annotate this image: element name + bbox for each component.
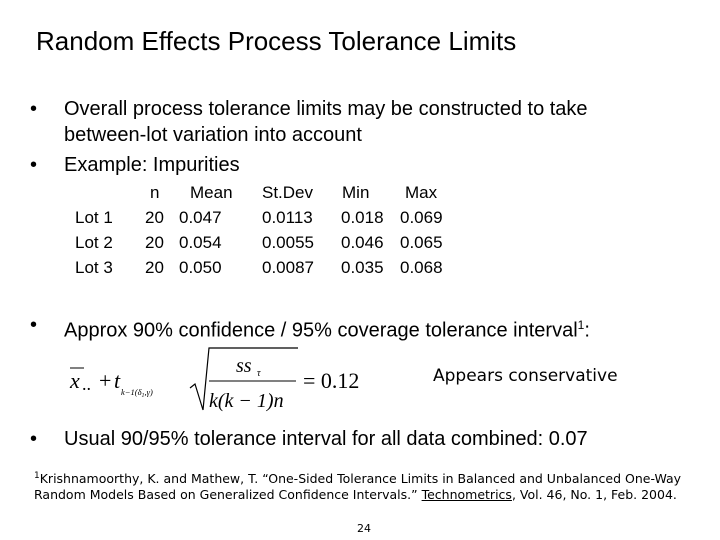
table-cell-n: 20 — [145, 208, 164, 227]
bullet-text: Usual 90/95% tolerance interval for all … — [64, 428, 588, 450]
table-cell-n: 20 — [145, 258, 164, 277]
table-row-label: Lot 3 — [75, 258, 113, 277]
bullet-text: Approx 90% confidence / 95% coverage tol… — [64, 312, 590, 344]
footnote-marker: 1 — [34, 471, 40, 481]
plus-sign: + — [99, 368, 111, 393]
bullet-marker: • — [30, 428, 38, 450]
table-cell-min: 0.035 — [341, 258, 384, 277]
table-cell-mean: 0.050 — [179, 258, 222, 277]
table-header-min: Min — [342, 183, 370, 202]
table-header-n: n — [150, 183, 160, 202]
table-cell-stdev: 0.0113 — [262, 208, 313, 227]
bullet-text: Example: Impurities — [64, 154, 240, 176]
table-cell-stdev: 0.0055 — [262, 233, 314, 252]
formula-result: = 0.12 — [303, 368, 359, 393]
xbar-symbol: x — [69, 368, 80, 393]
table-row-label: Lot 1 — [75, 208, 113, 227]
footnote-text-after: , Vol. 46, No. 1, Feb. 2004. — [511, 487, 677, 503]
footnote-journal: Technometrics — [421, 487, 512, 503]
table-row-label: Lot 2 — [75, 233, 113, 252]
table-cell-mean: 0.047 — [179, 208, 222, 227]
conservative-note: Appears conservative — [433, 366, 618, 386]
bullet-marker: • — [30, 98, 38, 120]
table-header-max: Max — [405, 183, 438, 202]
numerator-subscript: τ — [257, 368, 261, 379]
tolerance-formula: x .. + t k−1(δ1,γ) ss τ k(k − 1)n = 0.12 — [69, 347, 359, 412]
table-cell-max: 0.068 — [400, 258, 443, 277]
t-subscript: k−1(δ1,γ) — [121, 387, 153, 399]
t-symbol: t — [114, 368, 121, 393]
t-sub-end: ,γ) — [145, 387, 153, 397]
bullet-text-colon: : — [584, 319, 590, 342]
table-cell-max: 0.069 — [400, 208, 443, 227]
page-number: 24 — [357, 522, 371, 535]
bullet-marker: • — [30, 154, 38, 176]
footnote-text-before: Krishnamoorthy, K. and Mathew, T. “One-S… — [34, 471, 682, 503]
table-cell-min: 0.046 — [341, 233, 384, 252]
bullet-text-main: Approx 90% confidence / 95% coverage tol… — [64, 319, 578, 342]
table-header-mean: Mean — [190, 183, 233, 202]
table-cell-n: 20 — [145, 233, 164, 252]
table-cell-mean: 0.054 — [179, 233, 222, 252]
t-sub-main: k−1(δ — [121, 387, 143, 397]
footnote: 1Krishnamoorthy, K. and Mathew, T. “One-… — [34, 468, 694, 503]
table-header-stdev: St.Dev — [262, 183, 314, 202]
bullet-text-line-2: between-lot variation into account — [64, 124, 362, 146]
denominator: k(k − 1)n — [209, 390, 284, 412]
slide-title: Random Effects Process Tolerance Limits — [36, 26, 517, 56]
table-cell-max: 0.065 — [400, 233, 443, 252]
t-sub-index: 1 — [142, 393, 145, 399]
footnote-ref: 1 — [577, 318, 585, 332]
table-cell-stdev: 0.0087 — [262, 258, 314, 277]
sqrt-radical — [189, 347, 298, 411]
bullet-marker: • — [30, 314, 38, 336]
numerator-ss: ss — [236, 355, 252, 377]
bullet-text-line-1: Overall process tolerance limits may be … — [64, 98, 588, 120]
xbar-dots: .. — [82, 374, 91, 394]
table-cell-min: 0.018 — [341, 208, 384, 227]
